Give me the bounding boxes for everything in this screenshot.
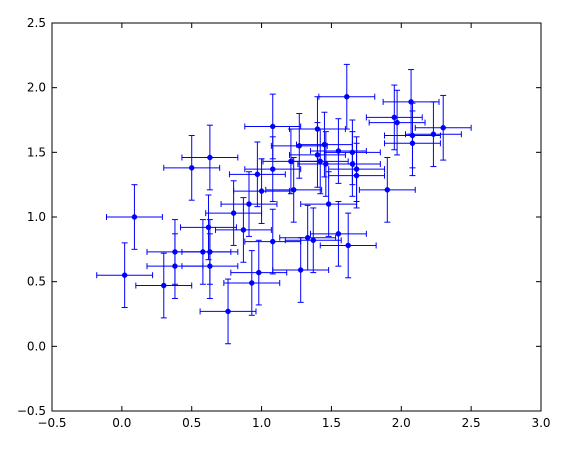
data-point-group — [291, 128, 349, 195]
data-point-group — [96, 242, 154, 309]
data-point — [391, 114, 398, 121]
data-point-group — [181, 233, 239, 299]
data-point — [430, 131, 437, 137]
data-point-group — [228, 141, 286, 208]
data-point — [254, 171, 261, 178]
data-point — [317, 158, 324, 165]
data-point — [440, 125, 446, 131]
x-tick-label: −0.5 — [37, 416, 66, 430]
data-point — [290, 187, 297, 193]
data-point — [349, 149, 356, 156]
data-point — [249, 280, 255, 286]
data-point-group — [199, 278, 257, 345]
data-point — [297, 267, 304, 273]
data-point — [314, 152, 321, 158]
data-point — [121, 272, 128, 278]
data-point-group — [318, 63, 376, 130]
data-point — [188, 165, 195, 171]
data-point-group — [404, 101, 462, 168]
data-point — [207, 154, 213, 161]
data-point-group — [414, 94, 472, 161]
data-point-group — [135, 252, 193, 319]
x-tick-label: 0.0 — [112, 416, 131, 430]
data-point-group — [284, 207, 342, 274]
y-tick-label: 2.5 — [27, 16, 46, 30]
x-tick-label: 2.0 — [392, 416, 411, 430]
data-point-group — [163, 135, 221, 201]
data-point-group — [328, 136, 386, 202]
data-point — [246, 201, 252, 207]
data-point — [172, 263, 178, 269]
y-tick-label: −0.5 — [17, 404, 46, 418]
data-point — [256, 269, 262, 276]
x-tick-label: 1.5 — [322, 416, 341, 430]
data-point — [269, 123, 276, 130]
y-tick-label: 0.0 — [27, 339, 46, 353]
data-point-group — [214, 197, 272, 263]
data-point — [304, 234, 311, 241]
data-point-group — [181, 124, 239, 191]
y-tick-label: 1.5 — [27, 145, 46, 159]
y-tick-label: 2.0 — [27, 81, 46, 95]
data-point-group — [368, 89, 426, 156]
data-point — [310, 237, 317, 244]
data-point-group — [223, 250, 281, 316]
data-point — [345, 242, 351, 249]
axes-frame — [51, 22, 542, 412]
data-point-group — [220, 171, 278, 237]
data-point — [335, 231, 342, 237]
data-point — [269, 238, 276, 245]
data-point-group — [319, 212, 377, 279]
y-tick-label: 0.5 — [27, 275, 46, 289]
data-point — [161, 282, 167, 289]
data-point-group — [358, 157, 416, 223]
data-point — [230, 210, 237, 216]
data-point — [344, 93, 350, 100]
data-point — [394, 119, 400, 126]
data-point — [207, 263, 213, 269]
x-tick-label: 3.0 — [531, 416, 550, 430]
data-point-group — [105, 184, 163, 250]
data-point-group — [323, 119, 381, 186]
data-point-group — [230, 239, 288, 306]
data-point — [225, 308, 231, 315]
x-tick-label: 1.0 — [252, 416, 271, 430]
data-marks — [96, 63, 472, 345]
x-tick-label: 0.5 — [182, 416, 201, 430]
data-point — [384, 187, 391, 193]
data-point-group — [309, 200, 367, 267]
data-point — [409, 140, 416, 147]
data-point-group — [244, 208, 302, 275]
y-tick-label: 1.0 — [27, 210, 46, 224]
data-point-group — [265, 157, 323, 223]
data-point — [240, 227, 247, 233]
data-point-group — [384, 110, 441, 177]
data-point — [131, 214, 138, 220]
data-point-group — [180, 194, 237, 261]
data-point — [325, 201, 332, 207]
data-point — [353, 166, 360, 172]
x-tick-label: 2.5 — [462, 416, 481, 430]
data-point — [269, 166, 276, 172]
data-point — [258, 188, 265, 194]
